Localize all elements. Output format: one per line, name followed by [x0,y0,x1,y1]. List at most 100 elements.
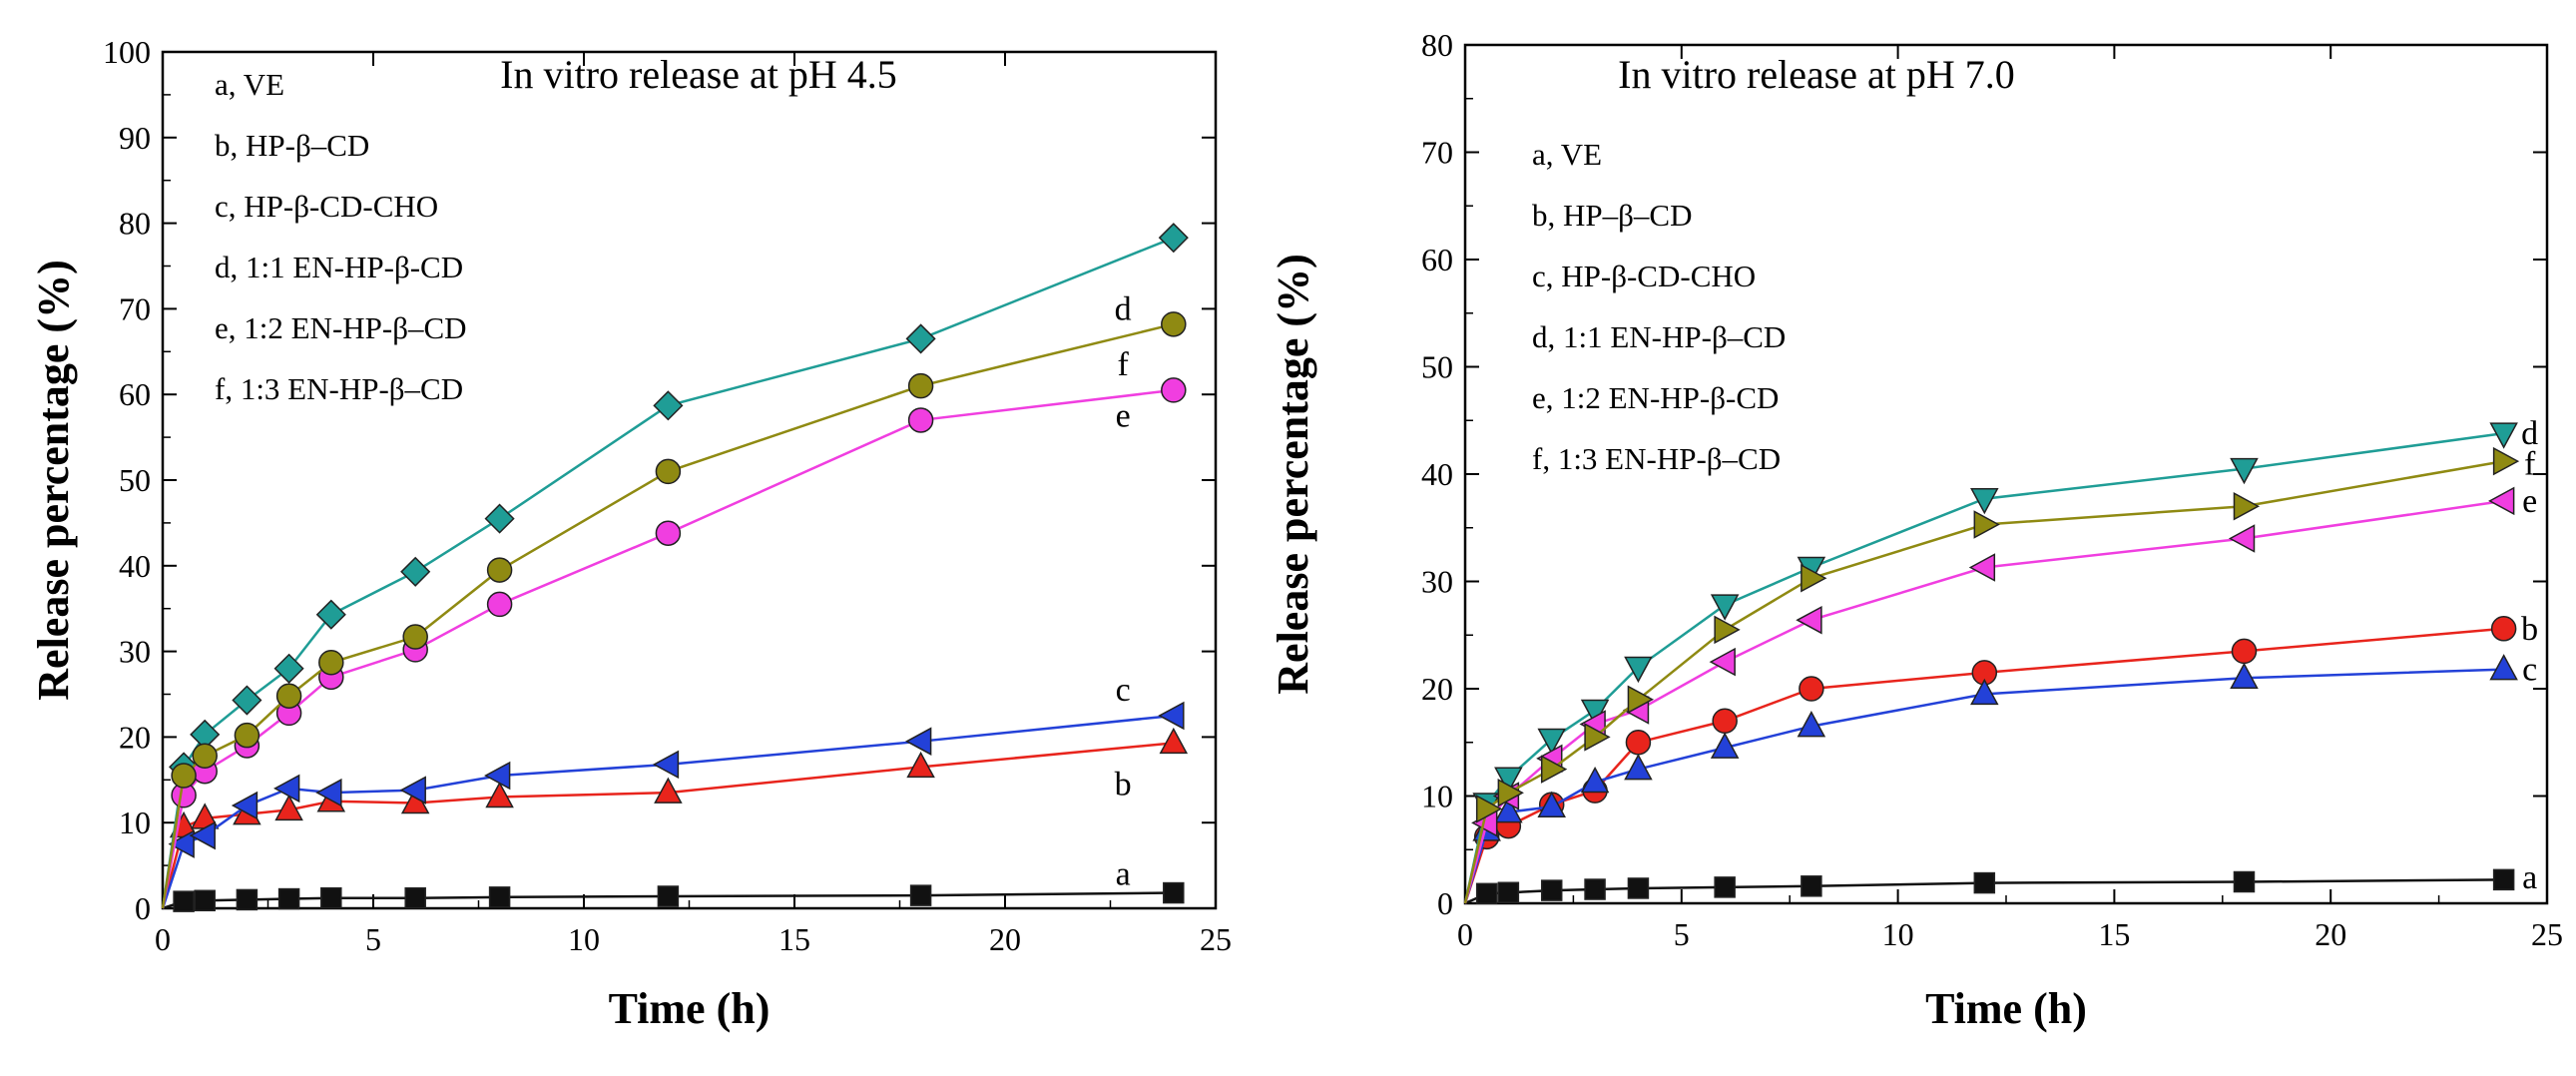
data-point [402,624,428,650]
series-a: a [1464,859,2537,905]
data-point [1580,699,1610,727]
data-point [1537,728,1566,756]
curve-label: d [1115,290,1132,327]
chart-panel-2: 0 5 10 15 20 25 0 10 20 30 40 50 60 70 80 Time (h) Relea… [1269,27,2563,1033]
data-point [318,650,344,676]
x-tick-label: 10 [1882,916,1914,952]
x-tick-label: 20 [989,921,1021,957]
data-point [1158,701,1185,731]
data-point [1161,377,1187,403]
series-c: c [1463,652,2537,904]
data-point [484,503,515,534]
x-tick-label: 25 [2531,916,2563,952]
curve-label: d [2521,415,2538,452]
data-point [1475,795,1503,823]
chart-panel-1: 0 5 10 15 20 25 0 10 20 30 40 50 60 70 80 90 100 Time (h)… [29,34,1232,1033]
x-tick-label: 5 [1674,916,1690,952]
data-point [1970,678,1999,706]
chart-title: In vitro release at pH 7.0 [1618,52,2015,97]
data-point [404,886,426,909]
data-point [1497,779,1524,807]
data-point [905,727,932,756]
data-point [1159,727,1189,755]
data-point [315,778,342,807]
x-tick-label: 25 [1200,921,1232,957]
data-point [1475,882,1498,905]
data-point [906,751,935,779]
data-point [2488,486,2515,516]
plot-frame [161,50,1218,910]
legend-entry: a, VE [215,67,284,102]
series-a: a [162,856,1185,912]
series-f: f [161,311,1187,909]
data-point [1709,647,1736,677]
data-point [1537,791,1566,817]
data-point [315,599,346,630]
curve-label: f [1117,346,1129,383]
data-point [231,791,258,820]
data-point [1625,730,1652,756]
x-tick-label: 10 [568,921,600,957]
data-point [2230,662,2259,689]
curve-label: c [1116,672,1131,709]
series-d: d [1463,415,2538,904]
y-tick-label: 20 [1421,671,1453,707]
data-point [1968,553,1996,582]
data-point [234,722,260,749]
data-point [1627,877,1650,899]
x-tick-label: 5 [365,921,381,957]
x-axis-label: Time (h) [609,984,771,1033]
data-point [194,889,216,912]
data-point [192,743,218,770]
x-tick-label: 0 [1457,916,1473,952]
y-tick-label: 100 [103,34,151,70]
y-tick-label: 90 [119,120,151,156]
data-point [1797,711,1826,738]
y-tick-label: 50 [119,462,151,498]
y-tick-label: 40 [1421,456,1453,492]
data-point [171,763,197,789]
curve-label: b [1115,767,1132,804]
legend-entry: c, HP-β-CD-CHO [1532,259,1756,293]
data-point [2233,870,2256,893]
data-point [1540,879,1563,901]
legend-entry: d, 1:1 EN-HP-β–CD [1532,319,1786,354]
data-point [1973,510,2000,539]
data-point [173,890,195,912]
data-point [2489,422,2518,449]
data-point [273,653,304,684]
data-point [1497,881,1520,903]
data-point [654,777,683,804]
data-point [1494,797,1523,823]
y-tick-label: 60 [119,376,151,412]
y-tick-label: 10 [1421,779,1453,814]
x-tick-label: 0 [155,921,171,957]
data-point [236,888,258,911]
series-e: e [161,377,1187,909]
data-point [907,407,934,433]
data-point [1712,708,1738,734]
data-point [1161,311,1187,337]
data-point [2492,446,2520,476]
curve-label: c [2522,652,2537,689]
data-point [1801,564,1827,593]
x-axis-label: Time (h) [1925,984,2087,1033]
data-point [1580,766,1610,794]
y-tick-label: 0 [135,890,151,926]
data-point [2228,524,2256,553]
data-point [2492,868,2515,891]
legend-entry: e, 1:2 EN-HP-β–CD [215,310,467,345]
series-b: b [1463,611,2538,904]
data-point [277,887,300,910]
curve-label: b [2521,611,2538,648]
curve-label: e [2522,483,2537,520]
data-point [1584,878,1606,900]
data-point [2490,616,2517,642]
data-point [232,685,262,716]
data-point [273,774,300,804]
y-tick-label: 70 [119,290,151,326]
data-point [168,829,195,858]
data-point [653,390,684,421]
data-point [1494,767,1523,794]
legend-entry: f, 1:3 EN-HP-β–CD [1532,441,1781,476]
